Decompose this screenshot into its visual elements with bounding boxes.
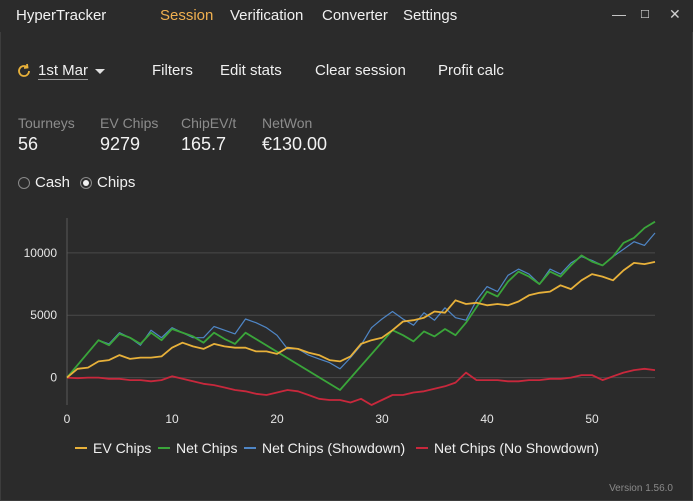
radio-chips[interactable]: Chips xyxy=(80,174,135,191)
series-line-3 xyxy=(66,232,656,378)
x-tick-label: 0 xyxy=(64,412,71,426)
x-tick-label: 30 xyxy=(375,412,389,426)
session-chart: 0 5000 10000 0 10 20 30 40 50 xyxy=(24,218,656,426)
radio-chips-label[interactable]: Chips xyxy=(97,174,136,191)
date-selector[interactable]: 1st Mar xyxy=(16,60,106,82)
legend-net-chips-no-showdown: Net Chips (No Showdown) xyxy=(416,440,599,456)
close-icon[interactable]: ✕ xyxy=(669,6,681,22)
menu-session[interactable]: Session xyxy=(160,7,214,24)
stat-label: ChipEV/t xyxy=(181,115,237,131)
radio-cash-indicator[interactable] xyxy=(18,176,30,189)
chevron-down-icon[interactable] xyxy=(95,68,106,74)
radio-cash[interactable]: Cash xyxy=(18,174,70,191)
stat-value: 56 xyxy=(18,134,39,154)
x-tick-label: 10 xyxy=(165,412,179,426)
legend-swatch xyxy=(244,447,256,449)
clear-session-button[interactable]: Clear session xyxy=(315,62,406,79)
minimize-icon[interactable]: — xyxy=(612,6,626,22)
stat-netwon: NetWon €130.00 xyxy=(262,115,327,155)
radio-chips-indicator[interactable] xyxy=(80,176,92,189)
legend-label: Net Chips (No Showdown) xyxy=(434,440,599,456)
x-tick-label: 50 xyxy=(585,412,599,426)
legend-label: Net Chips (Showdown) xyxy=(262,440,406,456)
legend-swatch xyxy=(75,447,87,449)
version-label: Version 1.56.0 xyxy=(609,483,673,494)
maximize-icon[interactable]: ☐ xyxy=(640,9,650,21)
legend-label: EV Chips xyxy=(93,440,152,456)
legend-net-chips: Net Chips xyxy=(158,440,237,456)
stat-ev-chips: EV Chips 9279 xyxy=(100,115,158,155)
x-tick-label: 20 xyxy=(270,412,284,426)
stat-chipev-per-t: ChipEV/t 165.7 xyxy=(181,115,236,155)
stat-value: 165.7 xyxy=(181,134,227,154)
series-line-1 xyxy=(66,261,656,379)
menu-verification[interactable]: Verification xyxy=(230,7,304,24)
app-title: HyperTracker xyxy=(16,7,107,24)
legend-swatch xyxy=(158,447,170,449)
stat-label: NetWon xyxy=(262,115,313,131)
profit-calc-button[interactable]: Profit calc xyxy=(438,62,504,79)
y-tick-label: 10000 xyxy=(24,246,58,260)
stat-label: Tourneys xyxy=(18,115,75,131)
date-label[interactable]: 1st Mar xyxy=(38,62,89,80)
stat-tourneys: Tourneys 56 xyxy=(18,115,75,155)
y-tick-label: 0 xyxy=(50,371,57,385)
title-bar: HyperTracker Session Verification Conver… xyxy=(0,0,693,32)
refresh-icon[interactable] xyxy=(16,63,32,79)
stat-label: EV Chips xyxy=(100,115,159,131)
legend-label: Net Chips xyxy=(176,440,238,456)
stat-value: €130.00 xyxy=(262,134,328,154)
filters-button[interactable]: Filters xyxy=(152,62,193,79)
legend-net-chips-showdown: Net Chips (Showdown) xyxy=(244,440,405,456)
x-tick-label: 40 xyxy=(480,412,494,426)
edit-stats-button[interactable]: Edit stats xyxy=(220,62,282,79)
stat-value: 9279 xyxy=(100,134,141,154)
y-tick-label: 5000 xyxy=(30,308,57,322)
menu-converter[interactable]: Converter xyxy=(322,7,388,24)
series-line-2 xyxy=(66,220,656,391)
legend-ev-chips: EV Chips xyxy=(75,440,151,456)
radio-cash-label[interactable]: Cash xyxy=(35,174,71,191)
series-line-4 xyxy=(66,367,656,406)
menu-settings[interactable]: Settings xyxy=(403,7,458,24)
legend-swatch xyxy=(416,447,428,449)
